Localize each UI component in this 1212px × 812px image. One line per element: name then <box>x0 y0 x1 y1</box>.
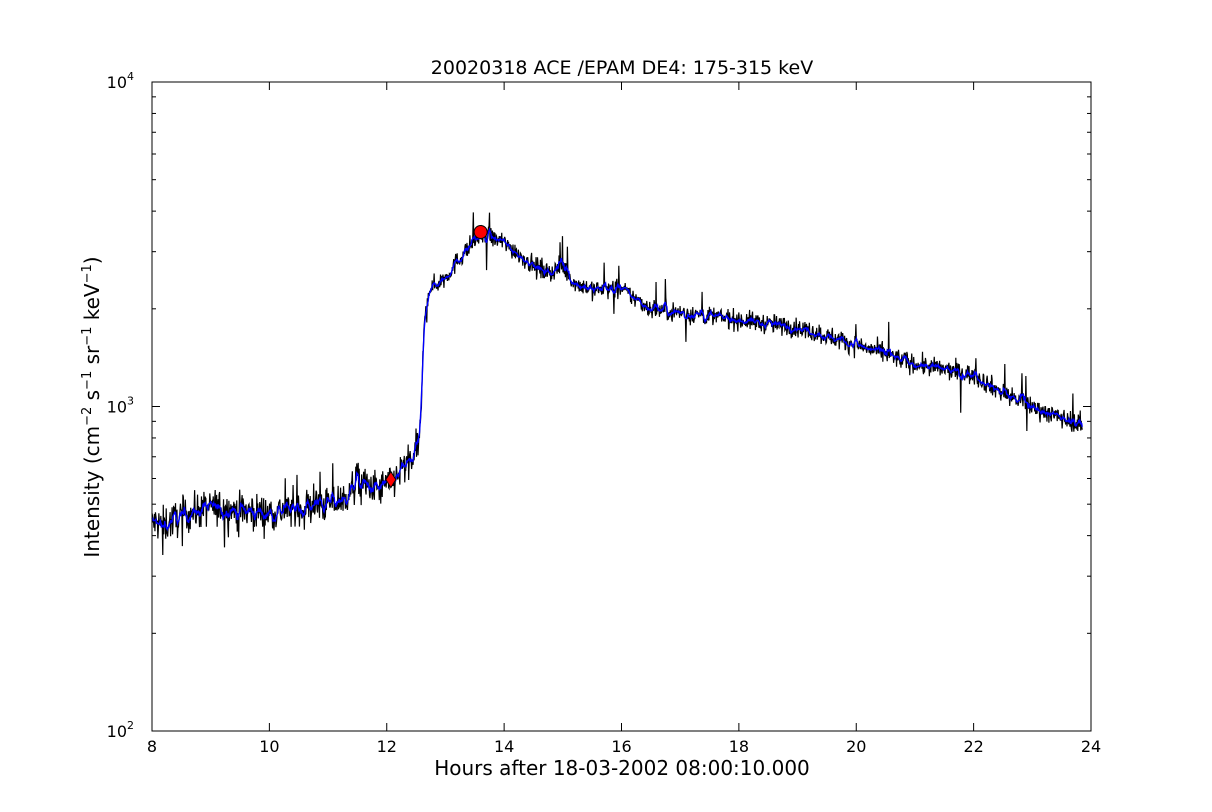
markers-group <box>385 224 488 489</box>
x-tick-label: 22 <box>963 737 983 756</box>
series-smoothed-group <box>151 227 1083 532</box>
series-raw-group <box>151 212 1083 556</box>
x-tick-label: 16 <box>611 737 631 756</box>
plot-frame <box>151 81 1092 732</box>
x-tick-label: 24 <box>1081 737 1101 756</box>
x-tick-label: 20 <box>846 737 866 756</box>
x-tick-label: 18 <box>729 737 749 756</box>
y-tick-label: 104 <box>107 70 134 92</box>
chart-title: 20020318 ACE /EPAM DE4: 175-315 keV <box>431 57 813 79</box>
y-tick-label: 103 <box>107 395 134 417</box>
x-axis-label: Hours after 18-03-2002 08:00:10.000 <box>434 756 810 780</box>
peak-marker <box>473 224 488 239</box>
x-axis: 8 10 12 14 16 18 20 22 24 <box>147 82 1101 756</box>
x-tick-label: 8 <box>147 737 157 756</box>
onset-marker <box>385 470 397 489</box>
series-raw-line <box>151 212 1083 556</box>
y-axis: 102 103 104 <box>107 70 1091 741</box>
y-tick-label: 102 <box>107 719 134 741</box>
y-axis-label: Intensity (cm−2 s−1 sr−1 keV−1) <box>80 256 104 557</box>
x-tick-label: 12 <box>377 737 397 756</box>
x-tick-label: 14 <box>494 737 514 756</box>
series-smoothed-line <box>151 227 1083 532</box>
x-tick-label: 10 <box>259 737 279 756</box>
